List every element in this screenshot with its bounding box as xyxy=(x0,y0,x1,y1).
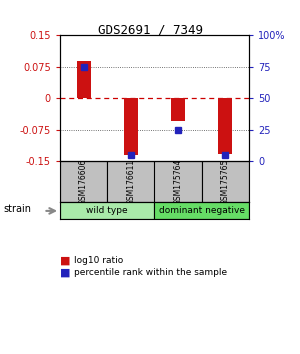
Text: ■: ■ xyxy=(60,255,70,265)
Text: ■: ■ xyxy=(60,268,70,278)
Text: percentile rank within the sample: percentile rank within the sample xyxy=(74,268,226,277)
Bar xyxy=(218,98,233,154)
Text: GSM175764: GSM175764 xyxy=(174,159,183,205)
Text: wild type: wild type xyxy=(86,206,128,215)
Text: log10 ratio: log10 ratio xyxy=(74,256,123,265)
Bar xyxy=(60,202,154,219)
Bar xyxy=(154,202,249,219)
Text: GDS2691 / 7349: GDS2691 / 7349 xyxy=(98,23,202,36)
Text: dominant negative: dominant negative xyxy=(159,206,245,215)
Text: GSM176606: GSM176606 xyxy=(79,159,88,205)
Bar xyxy=(107,161,154,202)
Bar xyxy=(124,98,138,155)
Text: GSM176611: GSM176611 xyxy=(126,159,135,205)
Text: GSM175765: GSM175765 xyxy=(221,159,230,205)
Bar xyxy=(202,161,249,202)
Bar xyxy=(171,98,185,121)
Bar xyxy=(60,161,107,202)
Text: strain: strain xyxy=(3,204,31,214)
Bar xyxy=(154,161,202,202)
Bar xyxy=(76,61,91,98)
